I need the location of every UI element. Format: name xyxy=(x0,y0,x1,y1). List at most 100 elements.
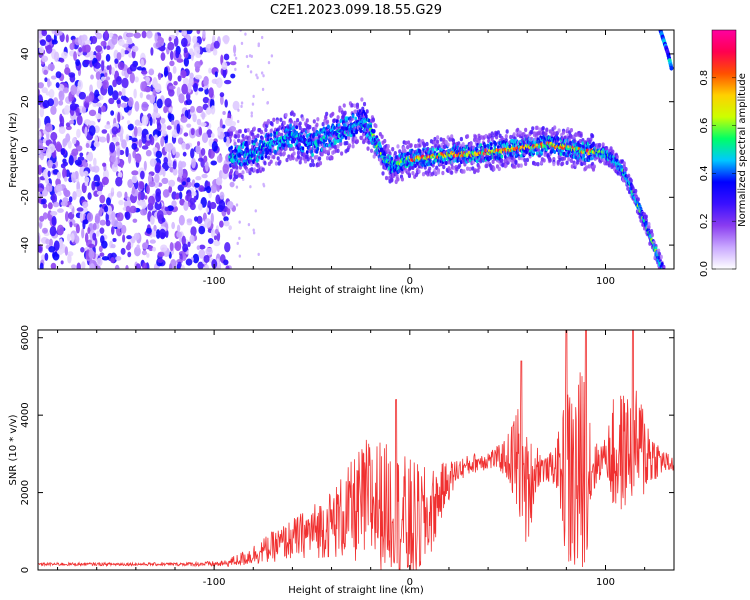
spectrogram-x-axis-label: Height of straight line (km) xyxy=(288,285,424,296)
noise-mark xyxy=(249,70,253,74)
noise-mark xyxy=(141,250,147,256)
noise-mark xyxy=(152,111,157,120)
noise-mark xyxy=(187,241,191,248)
ridge-halo-mark xyxy=(272,154,276,160)
noise-mark xyxy=(87,227,91,235)
noise-mark xyxy=(52,97,59,107)
ridge-halo-mark xyxy=(331,111,335,117)
ridge-halo-mark xyxy=(417,169,421,174)
noise-mark xyxy=(96,230,100,237)
noise-mark xyxy=(252,228,255,232)
noise-mark xyxy=(141,242,149,250)
ridge-halo-mark xyxy=(497,166,501,172)
noise-mark xyxy=(39,221,43,229)
noise-mark xyxy=(69,102,78,111)
noise-mark xyxy=(101,60,105,72)
noise-mark xyxy=(84,232,89,244)
ridge-halo-mark xyxy=(366,146,370,151)
spectrogram-y-tick-label: 20 xyxy=(20,95,31,108)
noise-mark xyxy=(118,199,124,206)
ridge-halo-mark xyxy=(340,151,344,156)
ridge-mark xyxy=(378,144,382,149)
noise-mark xyxy=(136,126,142,134)
noise-mark xyxy=(45,238,50,245)
noise-mark xyxy=(217,127,221,136)
noise-mark xyxy=(203,78,209,86)
noise-mark xyxy=(80,247,85,253)
noise-mark xyxy=(38,176,41,185)
noise-mark xyxy=(121,87,126,97)
ridge-halo-mark xyxy=(276,156,280,161)
ridge-halo-mark xyxy=(557,128,561,133)
noise-mark xyxy=(137,191,142,201)
noise-mark xyxy=(99,219,106,226)
noise-mark xyxy=(44,252,49,261)
noise-mark xyxy=(202,96,210,104)
noise-mark xyxy=(184,109,189,119)
noise-mark xyxy=(120,162,124,169)
noise-mark xyxy=(112,238,117,243)
noise-mark xyxy=(85,154,91,161)
noise-mark xyxy=(167,41,175,51)
ridge-halo-mark xyxy=(462,169,466,174)
noise-mark xyxy=(237,108,240,112)
noise-mark xyxy=(213,40,220,49)
noise-mark xyxy=(226,207,231,216)
branch-mark xyxy=(669,65,674,71)
ridge-halo-mark xyxy=(354,109,358,114)
ridge-mark xyxy=(500,154,504,159)
ridge-halo-mark xyxy=(246,127,250,133)
ridge-halo-mark xyxy=(561,161,565,166)
ridge-mark xyxy=(556,136,560,141)
noise-mark xyxy=(44,122,53,133)
noise-mark xyxy=(148,181,156,188)
noise-mark xyxy=(176,258,183,264)
snr-x-tick-label: 100 xyxy=(596,577,615,588)
ridge-halo-mark xyxy=(240,174,244,180)
noise-mark xyxy=(188,76,194,86)
noise-mark xyxy=(141,30,147,39)
noise-mark xyxy=(89,84,93,94)
noise-mark xyxy=(109,141,116,153)
noise-mark xyxy=(238,236,241,240)
noise-mark xyxy=(178,191,183,200)
noise-mark xyxy=(201,132,209,144)
ridge-halo-mark xyxy=(238,129,242,134)
noise-mark xyxy=(114,264,120,269)
snr-x-axis-label: Height of straight line (km) xyxy=(288,585,424,596)
noise-mark xyxy=(105,76,111,81)
noise-mark xyxy=(84,181,89,186)
ridge-halo-mark xyxy=(303,159,308,164)
noise-mark xyxy=(185,258,193,266)
ridge-mark xyxy=(663,273,666,277)
ridge-halo-mark xyxy=(524,127,528,133)
noise-mark xyxy=(41,227,49,234)
ridge-halo-mark xyxy=(345,140,349,146)
noise-mark xyxy=(43,69,48,75)
noise-mark xyxy=(129,63,137,72)
ridge-halo-mark xyxy=(311,162,316,168)
ridge-halo-mark xyxy=(649,229,654,234)
noise-mark xyxy=(90,74,94,80)
noise-mark xyxy=(223,79,232,85)
noise-mark xyxy=(116,147,121,158)
ridge-halo-mark xyxy=(422,142,426,148)
ridge-mark xyxy=(301,146,305,151)
noise-mark xyxy=(240,104,243,108)
noise-mark xyxy=(122,96,129,102)
noise-mark xyxy=(193,216,199,222)
ridge-halo-mark xyxy=(295,118,300,123)
noise-mark xyxy=(194,182,200,188)
noise-mark xyxy=(133,246,141,257)
colorbar-tick-label: 0.2 xyxy=(699,213,710,229)
ridge-halo-mark xyxy=(321,121,325,127)
ridge-halo-mark xyxy=(624,166,628,172)
ridge-halo-mark xyxy=(252,167,257,172)
noise-mark xyxy=(193,82,198,92)
noise-mark xyxy=(79,152,84,157)
noise-mark xyxy=(126,235,132,240)
noise-mark xyxy=(229,181,235,188)
noise-mark xyxy=(180,161,187,168)
ridge-halo-mark xyxy=(261,167,265,172)
noise-mark xyxy=(183,57,190,67)
